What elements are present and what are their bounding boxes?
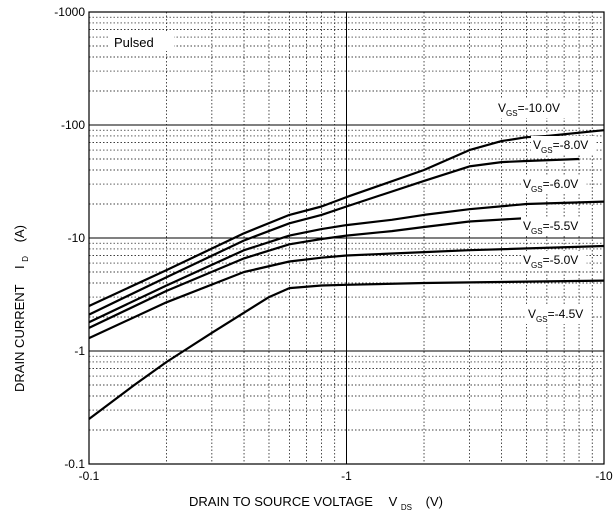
series-line bbox=[88, 157, 580, 316]
y-tick-label: -10 bbox=[68, 231, 86, 245]
series-label: VGS=-10.0V bbox=[498, 101, 560, 118]
y-tick-label: -1 bbox=[74, 344, 85, 358]
x-axis-unit: (V) bbox=[426, 494, 443, 509]
x-axis-label: DRAIN TO SOURCE VOLTAGE V DS (V) bbox=[189, 494, 443, 513]
series-line bbox=[88, 200, 605, 324]
y-axis-label-text: DRAIN CURRENT bbox=[12, 284, 27, 392]
series-label: VGS=-6.0V bbox=[523, 177, 578, 194]
x-axis-symbol: V bbox=[389, 494, 398, 509]
pulsed-annotation: Pulsed bbox=[114, 35, 154, 50]
x-tick-label: -1 bbox=[341, 469, 352, 483]
y-tick-label: -1000 bbox=[54, 5, 85, 19]
grid bbox=[88, 11, 605, 465]
svg-text:DRAIN TO SOURCE VOLTAGE: DRAIN TO SOURCE VOLTAGE V DS (V) bbox=[189, 494, 443, 513]
plot-area-frame bbox=[88, 11, 605, 465]
series-label: VGS=-5.5V bbox=[523, 219, 578, 236]
series-line bbox=[88, 279, 605, 420]
x-axis-label-text: DRAIN TO SOURCE VOLTAGE bbox=[189, 494, 373, 509]
tick-labels: -0.1 -1 -10 -0.1 -1 -10 -100 -1000 bbox=[54, 5, 613, 483]
y-tick-label: -0.1 bbox=[64, 457, 85, 471]
y-axis-symbol: I bbox=[12, 265, 27, 269]
series-line bbox=[88, 244, 605, 340]
series-label: VGS=-8.0V bbox=[533, 138, 588, 155]
series-labels: VGS=-10.0V VGS=-8.0V VGS=-6.0V VGS=-5.5V VGS… bbox=[496, 99, 597, 324]
y-axis-label: DRAIN CURRENT I D (A) bbox=[12, 225, 31, 392]
series-label-background bbox=[531, 136, 597, 155]
series-group bbox=[88, 129, 605, 420]
annotation-background bbox=[110, 33, 174, 51]
y-axis-subscript: D bbox=[21, 256, 30, 262]
series-label: VGS=-4.5V bbox=[528, 307, 583, 324]
x-tick-label: -0.1 bbox=[79, 469, 100, 483]
y-tick-label: -100 bbox=[61, 118, 85, 132]
series-label-background bbox=[521, 217, 587, 236]
svg-text:DRAIN CURRENT I D: DRAIN CURRENT I D (A) bbox=[12, 225, 31, 392]
series-label-background bbox=[496, 99, 569, 118]
series-label-background bbox=[526, 305, 592, 324]
series-label-background bbox=[521, 251, 587, 270]
series-line bbox=[88, 217, 527, 329]
series-label: VGS=-5.0V bbox=[523, 253, 578, 270]
y-axis-unit: (A) bbox=[12, 225, 27, 242]
x-axis-subscript: DS bbox=[401, 503, 412, 512]
series-label-background bbox=[521, 175, 587, 194]
x-tick-label: -10 bbox=[595, 469, 613, 483]
series-line bbox=[88, 129, 605, 307]
